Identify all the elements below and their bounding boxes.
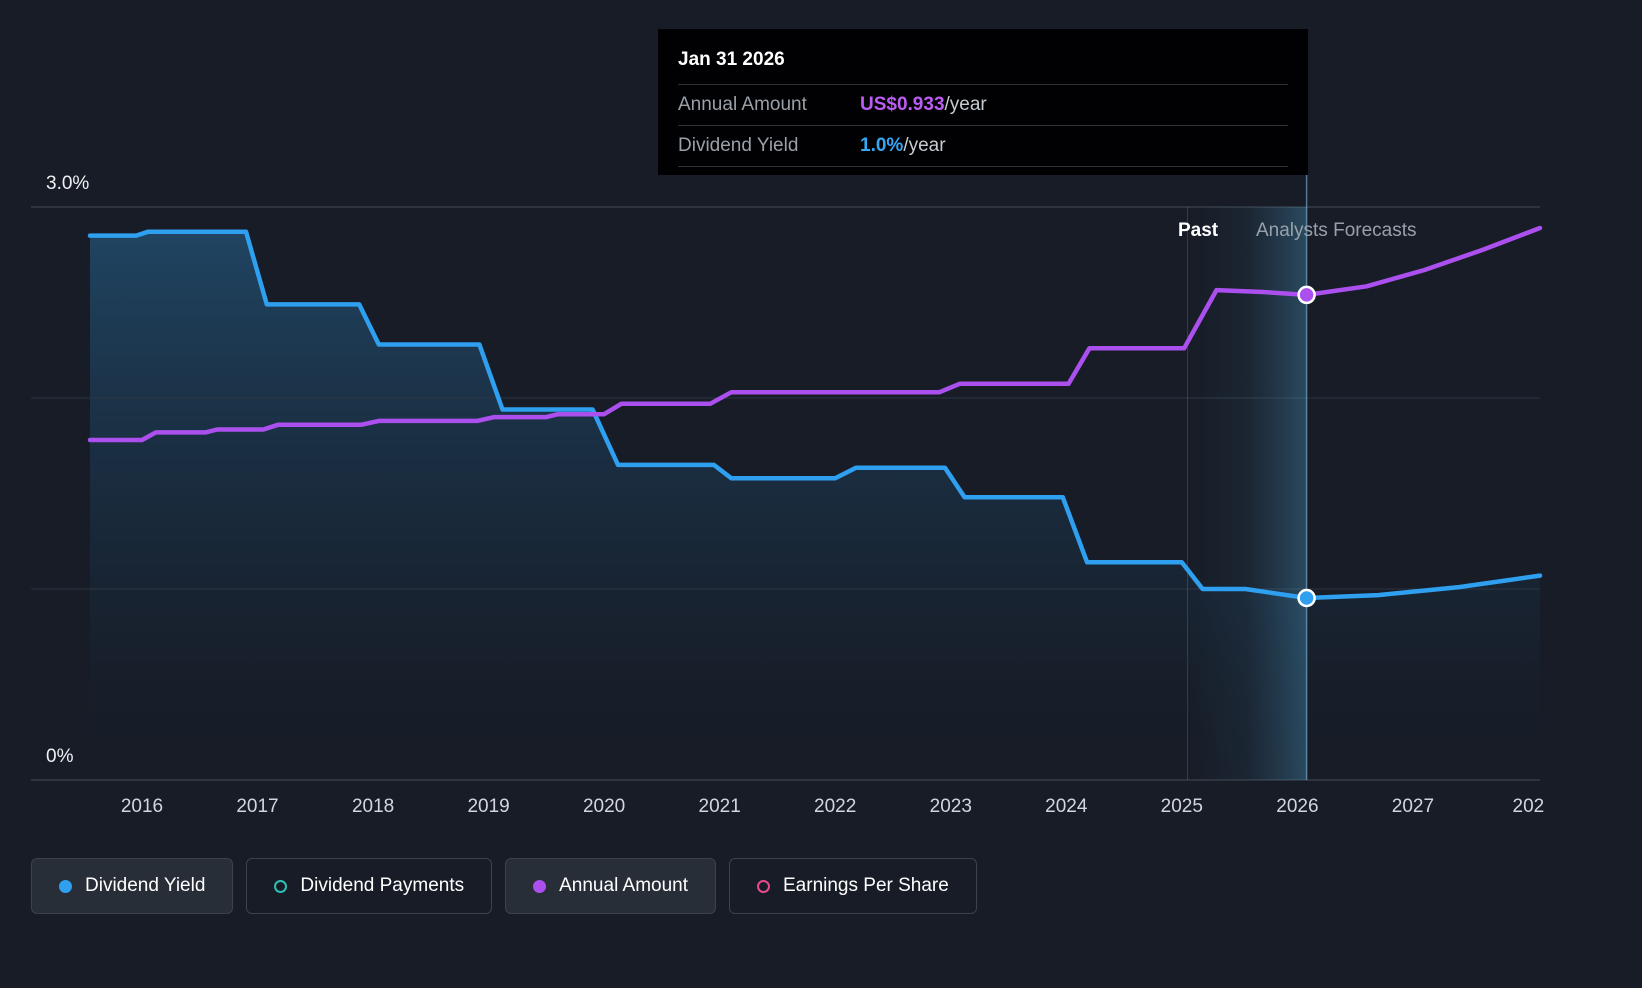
legend-dividend-payments-button[interactable]: Dividend Payments bbox=[246, 858, 493, 914]
y-axis-label-bottom: 0% bbox=[46, 746, 74, 767]
legend-label: Earnings Per Share bbox=[783, 875, 949, 896]
tooltip-suffix: /year bbox=[903, 135, 946, 156]
series-line-dividend-yield bbox=[87, 229, 1543, 601]
chart-tooltip: Jan 31 2026 Annual Amount US$0.933 /year… bbox=[658, 29, 1308, 175]
tooltip-row-annual-amount: Annual Amount US$0.933 /year bbox=[678, 85, 1288, 126]
past-label: Past bbox=[1178, 220, 1219, 241]
hover-marker bbox=[1297, 285, 1316, 305]
earnings-per-share-circle-icon bbox=[757, 879, 770, 893]
analysts-forecasts-label: Analysts Forecasts bbox=[1256, 220, 1417, 241]
legend-label: Annual Amount bbox=[559, 875, 688, 896]
x-tick-label: 2022 bbox=[814, 796, 856, 817]
x-tick-label: 202 bbox=[1513, 796, 1545, 817]
x-tick-label: 2026 bbox=[1276, 796, 1318, 817]
hover-marker bbox=[1297, 588, 1316, 608]
tooltip-date: Jan 31 2026 bbox=[678, 43, 1288, 85]
y-axis-label-top: 3.0% bbox=[46, 173, 90, 194]
tooltip-value: 1.0% bbox=[860, 135, 904, 156]
x-tick-label: 2016 bbox=[121, 796, 163, 817]
x-tick-label: 2017 bbox=[236, 796, 278, 817]
x-tick-label: 2019 bbox=[467, 796, 509, 817]
x-tick-label: 2024 bbox=[1045, 796, 1088, 817]
x-tick-label: 2018 bbox=[352, 796, 394, 817]
chart-legend: Dividend Yield Dividend Payments Annual … bbox=[31, 858, 977, 914]
series-line-annual-amount bbox=[87, 225, 1543, 443]
x-tick-label: 2021 bbox=[699, 796, 741, 817]
legend-annual-amount-button[interactable]: Annual Amount bbox=[505, 858, 716, 914]
tooltip-label: Dividend Yield bbox=[678, 135, 799, 156]
tooltip-suffix: /year bbox=[944, 94, 987, 115]
legend-dividend-yield-button[interactable]: Dividend Yield bbox=[31, 858, 234, 914]
legend-label: Dividend Payments bbox=[300, 875, 465, 896]
tooltip-value: US$0.933 bbox=[860, 94, 945, 115]
x-tick-label: 2023 bbox=[930, 796, 972, 817]
legend-label: Dividend Yield bbox=[85, 875, 206, 896]
x-tick-label: 2027 bbox=[1392, 796, 1434, 817]
dividend-payments-circle-icon bbox=[274, 879, 288, 893]
tooltip-row-dividend-yield: Dividend Yield 1.0% /year bbox=[678, 126, 1288, 167]
tooltip-label: Annual Amount bbox=[678, 94, 807, 115]
annual-amount-dot-icon bbox=[533, 879, 547, 893]
x-tick-label: 2025 bbox=[1161, 796, 1203, 817]
legend-earnings-per-share-button[interactable]: Earnings Per Share bbox=[729, 858, 977, 914]
x-tick-label: 2020 bbox=[583, 796, 625, 817]
dividend-yield-dot-icon bbox=[59, 879, 72, 893]
dividend-yield-area bbox=[90, 231, 1540, 781]
